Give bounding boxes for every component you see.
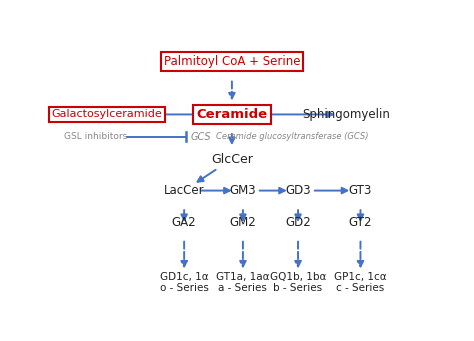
Text: Ceramide: Ceramide bbox=[196, 108, 267, 121]
Text: Ceramide glucosyltransferase (GCS): Ceramide glucosyltransferase (GCS) bbox=[216, 132, 369, 141]
Text: GP1c, 1cα
c - Series: GP1c, 1cα c - Series bbox=[334, 272, 387, 293]
Text: GT1a, 1aα
a - Series: GT1a, 1aα a - Series bbox=[216, 272, 270, 293]
Text: LacCer: LacCer bbox=[164, 184, 204, 197]
Text: GA2: GA2 bbox=[172, 216, 196, 228]
Text: GM3: GM3 bbox=[229, 184, 256, 197]
Text: GD1c, 1α
o - Series: GD1c, 1α o - Series bbox=[160, 272, 209, 293]
Text: GlcCer: GlcCer bbox=[211, 152, 253, 166]
Text: Galactosylceramide: Galactosylceramide bbox=[52, 109, 163, 119]
Text: GSL inhibitors: GSL inhibitors bbox=[64, 132, 128, 141]
Text: Sphingomyelin: Sphingomyelin bbox=[302, 108, 390, 121]
Text: GD3: GD3 bbox=[285, 184, 311, 197]
Text: GD2: GD2 bbox=[285, 216, 311, 228]
Text: GT3: GT3 bbox=[349, 184, 372, 197]
Text: GM2: GM2 bbox=[229, 216, 256, 228]
Text: GT2: GT2 bbox=[349, 216, 372, 228]
Text: GQ1b, 1bα
b - Series: GQ1b, 1bα b - Series bbox=[270, 272, 326, 293]
Text: GCS: GCS bbox=[191, 132, 211, 142]
Text: Palmitoyl CoA + Serine: Palmitoyl CoA + Serine bbox=[164, 56, 300, 69]
